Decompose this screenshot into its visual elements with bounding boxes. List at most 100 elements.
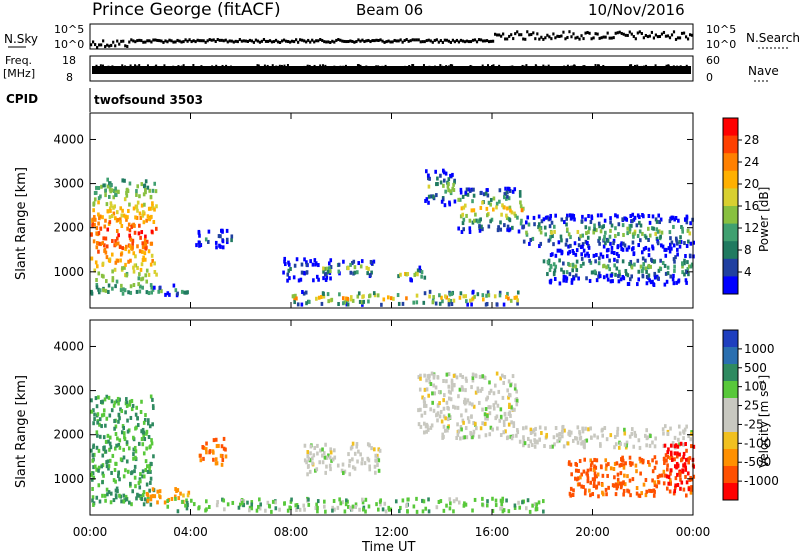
freq-sample — [124, 65, 127, 68]
power-cell — [127, 249, 131, 254]
velocity-cell — [607, 485, 610, 490]
velocity-cell — [515, 433, 518, 438]
velocity-cell — [116, 489, 119, 494]
velocity-cell — [286, 508, 290, 513]
velocity-cell — [678, 452, 681, 457]
power-cell — [94, 190, 98, 195]
velocity-cell — [364, 497, 368, 502]
velocity-cell — [190, 498, 193, 503]
velocity-cell — [686, 471, 690, 476]
power-cell — [424, 198, 427, 203]
power-cell — [522, 224, 526, 229]
power-cell — [513, 211, 516, 216]
velocity-cell — [675, 454, 679, 459]
power-cell — [642, 214, 645, 219]
power-cell — [504, 186, 507, 191]
noise-sample — [359, 39, 362, 43]
velocity-cell — [246, 500, 249, 505]
power-cell — [651, 214, 655, 219]
power-cell — [612, 241, 615, 246]
velocity-cell — [148, 488, 151, 493]
power-cell — [147, 249, 151, 254]
velocity-cell — [123, 435, 126, 440]
power-cell — [150, 241, 154, 246]
power-cell — [140, 182, 144, 187]
noise-sample — [313, 40, 316, 44]
velocity-cell — [475, 426, 478, 431]
velocity-cell — [533, 432, 537, 437]
power-cell — [641, 274, 645, 279]
velocity-cell — [471, 435, 474, 440]
velocity-cell — [477, 434, 481, 439]
power-cell — [305, 301, 308, 306]
velocity-cell — [513, 505, 517, 510]
noise-sample — [455, 38, 459, 42]
power-cell — [580, 256, 584, 261]
velocity-cell — [690, 444, 693, 449]
freq-sample — [344, 64, 347, 67]
power-colorbar-tick-label: 16 — [744, 199, 759, 213]
velocity-cell — [593, 433, 596, 438]
velocity-cell — [684, 474, 687, 479]
power-cell — [110, 214, 114, 219]
power-cell — [511, 189, 515, 194]
power-cell — [154, 189, 158, 194]
power-cell — [413, 272, 417, 277]
power-cell — [109, 201, 113, 206]
freq-sample — [280, 64, 283, 67]
power-cell — [539, 241, 543, 246]
velocity-cell — [484, 421, 487, 426]
power-cell — [516, 298, 519, 303]
velocity-cell — [214, 437, 218, 442]
noise-sample — [594, 32, 597, 36]
power-cell — [130, 224, 134, 229]
velocity-cell — [592, 484, 596, 489]
velocity-cell — [623, 473, 626, 478]
power-cell — [584, 239, 588, 244]
velocity-cell — [204, 508, 207, 513]
velocity-cell — [568, 429, 571, 434]
power-cell — [487, 224, 491, 229]
velocity-cell — [219, 453, 223, 458]
velocity-cell — [683, 427, 687, 432]
noise-sample — [475, 40, 479, 44]
power-cell — [140, 262, 144, 267]
velocity-cell — [147, 435, 151, 440]
power-cell — [357, 291, 361, 296]
freq-sample — [679, 65, 682, 68]
noise-sample — [498, 33, 501, 37]
power-cell — [623, 243, 627, 248]
velocity-cell — [142, 502, 146, 507]
power-cell — [672, 273, 675, 278]
noise-sample — [325, 40, 328, 44]
power-cell — [606, 264, 610, 269]
power-cell — [506, 227, 509, 232]
power-cell — [627, 245, 631, 250]
velocity-cell — [389, 507, 393, 512]
noise-sample — [510, 33, 513, 37]
power-cell — [668, 219, 672, 224]
noise-sample — [154, 38, 157, 42]
power-cell — [412, 300, 416, 305]
noise-sample — [176, 38, 179, 42]
power-cell — [598, 224, 601, 229]
power-cell — [562, 270, 566, 275]
power-cell — [349, 297, 353, 302]
power-cell — [199, 243, 203, 248]
velocity-cell — [544, 426, 547, 431]
power-cell — [462, 205, 466, 210]
power-cell — [621, 259, 625, 264]
velocity-cell — [112, 403, 116, 408]
noise-sample — [634, 37, 637, 41]
velocity-cell — [105, 394, 109, 399]
velocity-cell — [104, 498, 107, 503]
velocity-cell — [600, 428, 604, 433]
power-cell — [613, 263, 616, 268]
velocity-cell — [318, 460, 322, 465]
velocity-cell — [616, 472, 620, 477]
noise-sample — [548, 35, 551, 39]
freq-trace — [92, 64, 691, 74]
velocity-cell — [222, 498, 226, 503]
power-cell — [153, 269, 157, 274]
noise-sample — [596, 32, 599, 36]
